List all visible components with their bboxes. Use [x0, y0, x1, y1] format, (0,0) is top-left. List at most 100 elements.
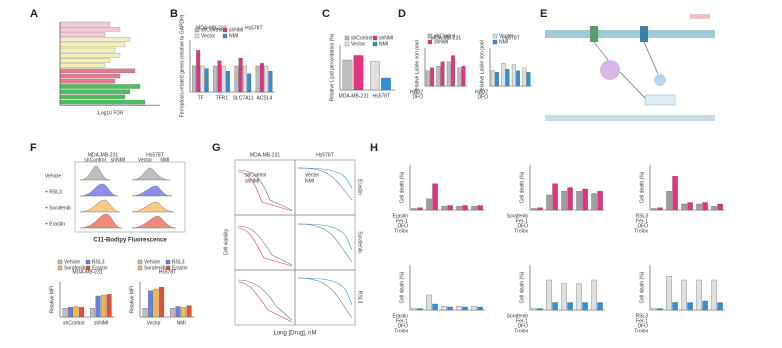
bar — [526, 72, 531, 87]
bar — [59, 37, 131, 42]
bar — [505, 69, 510, 87]
bar — [717, 302, 723, 311]
bar — [436, 66, 441, 87]
curve — [297, 277, 353, 319]
bar — [247, 73, 252, 93]
legend-swatch — [194, 33, 200, 39]
bar — [490, 70, 495, 87]
bar — [175, 306, 181, 318]
legend-swatch — [194, 27, 200, 33]
x-tick-label: shNMI — [94, 320, 108, 326]
legend-swatch — [137, 265, 143, 271]
x-tick-label: SLC7A11 — [233, 95, 254, 101]
y-axis-label: Cell viability — [223, 228, 229, 255]
bar — [582, 188, 588, 211]
bar — [381, 77, 391, 91]
bar — [666, 191, 672, 211]
hist — [131, 167, 171, 181]
bar — [561, 191, 567, 211]
legend-label: shNMI — [434, 39, 448, 45]
legend-swatch — [344, 35, 350, 41]
bar — [511, 64, 516, 87]
bar — [471, 306, 477, 311]
bar — [153, 288, 159, 318]
curve — [297, 277, 353, 306]
legend-swatch — [427, 33, 433, 39]
curve — [237, 227, 293, 267]
bar — [101, 294, 107, 318]
x-tick-label: shControl — [63, 320, 84, 326]
bar — [59, 73, 121, 79]
legend-label: NMI — [379, 41, 388, 47]
condition-label: RSL3 — [635, 313, 648, 319]
bar — [411, 308, 417, 311]
y-axis-label: Ferroptosis-related genes (relative to G… — [179, 14, 185, 117]
plot-title: Hs578T — [502, 35, 520, 41]
bar — [204, 68, 209, 93]
bar — [234, 65, 239, 93]
transporter — [590, 26, 598, 42]
row-label: Sorafenib — [357, 231, 363, 253]
bar — [446, 61, 451, 87]
y-axis-label: Cell death (%) — [519, 171, 525, 203]
bar — [717, 203, 723, 211]
plot-title: Hs578T — [316, 152, 334, 158]
x-axis-label: -Log10 FDR — [96, 111, 124, 117]
bar — [426, 294, 432, 311]
frame — [294, 269, 356, 326]
legend-swatch — [165, 265, 171, 271]
bar — [461, 66, 466, 87]
bar — [238, 58, 243, 93]
hist — [79, 213, 123, 229]
panel-letter: H — [370, 142, 378, 154]
row-label: + Erastin — [45, 221, 65, 227]
bar — [59, 84, 141, 89]
bar — [672, 302, 678, 311]
bar — [264, 65, 269, 93]
bar — [59, 79, 116, 84]
bar — [259, 63, 264, 93]
panel-letter: D — [398, 8, 406, 20]
bar — [225, 71, 230, 93]
histograms — [74, 161, 186, 233]
legend-label: Sorafenib — [144, 265, 166, 271]
bar — [696, 203, 702, 211]
bar — [522, 67, 527, 87]
bar — [471, 206, 477, 211]
bar — [451, 55, 455, 87]
plot-title: MDA-MB-231 — [88, 152, 119, 158]
condition-label: Fer-1 — [516, 318, 528, 324]
schematic — [545, 14, 715, 121]
bar — [59, 89, 131, 94]
bar — [531, 208, 537, 211]
bar — [681, 279, 687, 311]
condition-label: Erastin — [392, 313, 408, 319]
bar — [342, 59, 353, 91]
arrow — [593, 41, 609, 61]
legend-label: Vector — [499, 33, 514, 39]
curve — [297, 167, 353, 189]
legend-label: shNMI — [379, 35, 393, 41]
label-box — [690, 14, 710, 19]
condition-label: Trolox — [394, 228, 408, 234]
bar — [59, 63, 106, 68]
bar — [432, 303, 438, 311]
panel-letter: C — [322, 8, 330, 20]
bar — [213, 65, 218, 93]
bar — [59, 27, 121, 32]
x-tick-label: NMI — [177, 320, 186, 326]
curves — [234, 159, 356, 326]
x-tick-label: ACSL4 — [256, 95, 272, 101]
y-axis-label: Cell death (%) — [519, 271, 525, 303]
condition-label: Fer-1 — [636, 218, 648, 224]
legend-swatch — [57, 259, 63, 265]
bar — [417, 207, 423, 211]
y-axis-label: Cell death (%) — [639, 171, 645, 203]
bar — [537, 207, 543, 211]
legend-label: shControl — [245, 172, 266, 178]
column-label: Vector — [138, 157, 153, 163]
bar — [170, 308, 176, 318]
condition-label: Fer-1 — [396, 218, 408, 224]
legend-swatch — [372, 41, 378, 47]
legend-label: Vector — [351, 41, 366, 47]
